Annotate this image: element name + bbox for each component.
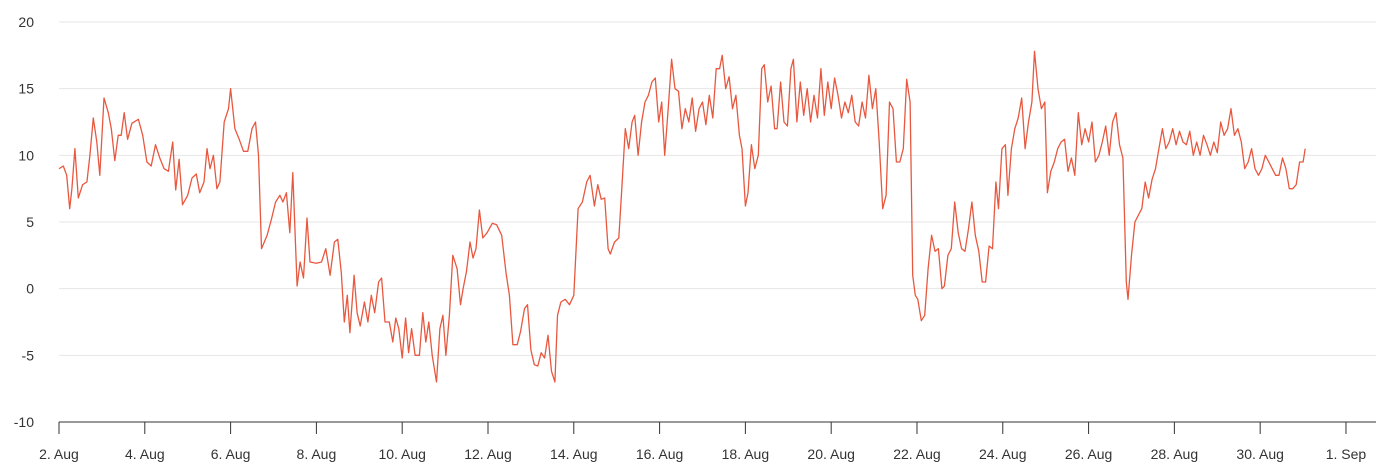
- y-tick-label: -10: [14, 414, 34, 430]
- x-tick-label: 1. Sep: [1326, 446, 1367, 462]
- y-tick-label: 15: [18, 81, 34, 97]
- y-tick-label: 5: [26, 214, 34, 230]
- series-line: [58, 50, 1306, 383]
- y-tick-label: 10: [18, 147, 34, 163]
- y-tick-label: 0: [26, 281, 34, 297]
- y-gridlines: [59, 21, 1376, 356]
- x-tick-label: 18. Aug: [722, 446, 770, 462]
- y-tick-label: 20: [18, 14, 34, 30]
- y-tick-labels: -10 -5 0 5 10 15 20: [14, 14, 34, 430]
- x-tick-label: 16. Aug: [636, 446, 684, 462]
- x-tick-labels: 2. Aug 4. Aug 6. Aug 8. Aug 10. Aug 12. Aug 14…: [39, 446, 1366, 462]
- x-tick-label: 26. Aug: [1065, 446, 1113, 462]
- x-tick-label: 10. Aug: [378, 446, 426, 462]
- x-tick-label: 14. Aug: [550, 446, 598, 462]
- x-tick-label: 6. Aug: [211, 446, 251, 462]
- y-tick-label: -5: [22, 347, 35, 363]
- x-tick-label: 20. Aug: [807, 446, 855, 462]
- series-group: [58, 50, 1306, 383]
- x-tick-label: 30. Aug: [1236, 446, 1284, 462]
- x-tick-label: 12. Aug: [464, 446, 512, 462]
- x-tick-label: 22. Aug: [893, 446, 941, 462]
- x-tick-marks: [58, 422, 1347, 434]
- x-tick-label: 2. Aug: [39, 446, 79, 462]
- x-tick-label: 24. Aug: [979, 446, 1027, 462]
- x-tick-label: 4. Aug: [125, 446, 165, 462]
- x-tick-label: 28. Aug: [1151, 446, 1199, 462]
- x-tick-label: 8. Aug: [297, 446, 337, 462]
